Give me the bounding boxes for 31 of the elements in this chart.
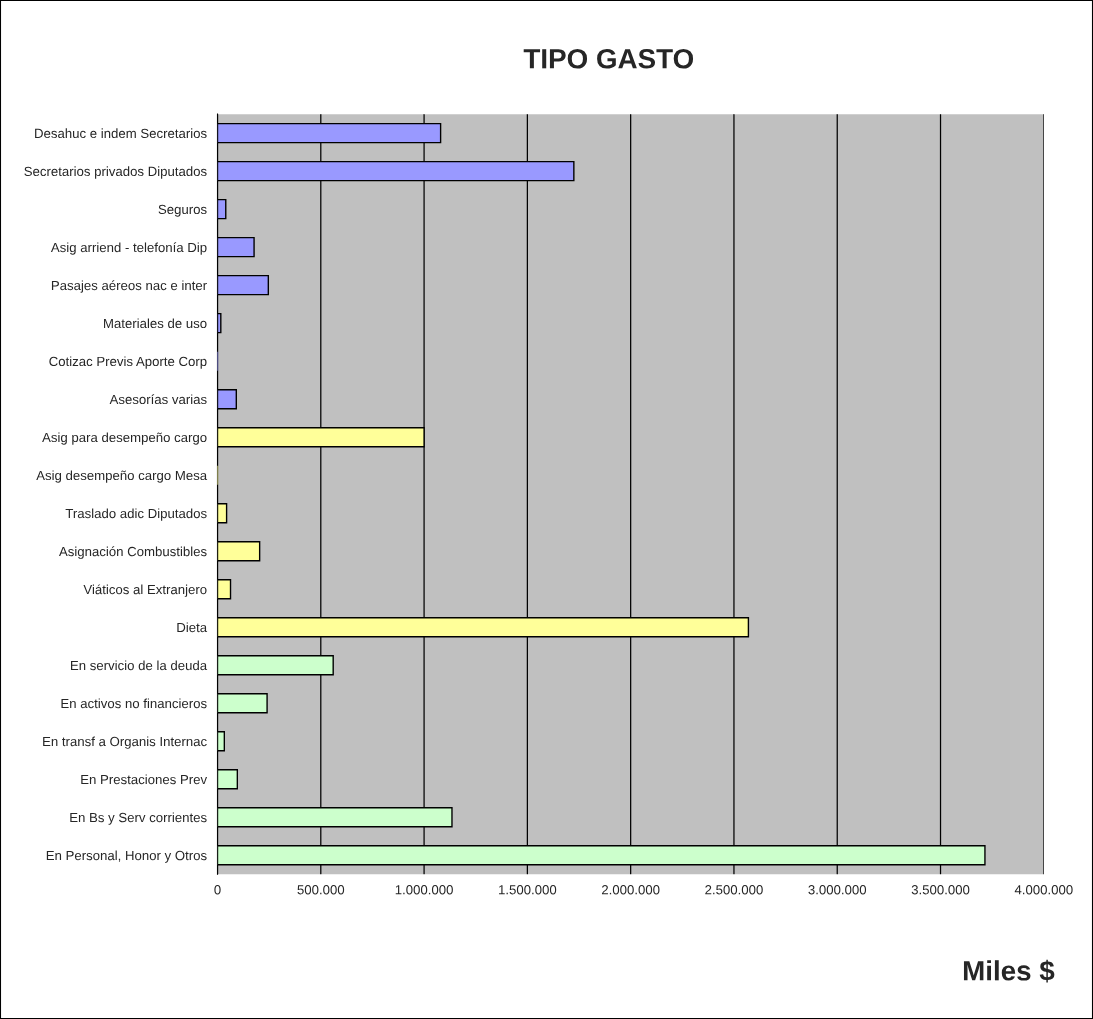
y-tick-label: En activos no financieros xyxy=(61,698,207,709)
y-tick-label: Traslado adic Diputados xyxy=(65,508,207,521)
y-tick-label: Asesorías varias xyxy=(109,394,207,405)
x-tick-label: 4.000.000 xyxy=(1014,885,1073,895)
y-tick-label: Asig desempeño cargo Mesa xyxy=(36,470,208,483)
x-axis-title: Miles $ xyxy=(963,959,1055,983)
y-tick-label: Secretarios privados Diputados xyxy=(24,166,207,179)
y-tick-label: Dieta xyxy=(177,622,208,633)
y-tick-label: En Bs y Serv corrientes xyxy=(70,812,207,825)
x-tick-label: 2.000.000 xyxy=(601,885,660,895)
y-tick-label: En transf a Organis Internac xyxy=(43,736,207,749)
x-tick-label: 0 xyxy=(214,885,221,895)
y-tick-label: Materiales de uso xyxy=(104,318,207,329)
x-tick-label: 3.000.000 xyxy=(808,885,867,895)
y-tick-label: En Personal, Honor y Otros xyxy=(46,850,207,863)
y-tick-label: Cotizac Previs Aporte Corp xyxy=(49,356,207,369)
y-tick-label: Asignación Combustibles xyxy=(58,546,207,559)
y-tick-label: Asig para desempeño cargo xyxy=(42,432,207,445)
y-tick-label: Pasajes aéreos nac e inter xyxy=(51,280,207,293)
y-tick-label: Viáticos al Extranjero xyxy=(83,584,207,597)
x-tick-label: 2.500.000 xyxy=(705,885,763,895)
y-tick-label: Desahuc e indem Secretarios xyxy=(35,128,207,139)
x-tick-label: 1.000.000 xyxy=(395,885,453,895)
y-tick-label: Seguros xyxy=(158,204,207,217)
x-tick-label: 3.500.000 xyxy=(911,885,970,895)
x-tick-label: 1.500.000 xyxy=(499,885,557,895)
x-tick-label: 500.000 xyxy=(297,885,345,895)
y-tick-label: En Prestaciones Prev xyxy=(81,774,208,785)
y-tick-label: Asig arriend - telefonía Dip xyxy=(50,242,207,255)
y-tick-label: En servicio de la deuda xyxy=(71,660,208,671)
chart-title: TIPO GASTO xyxy=(523,48,694,69)
